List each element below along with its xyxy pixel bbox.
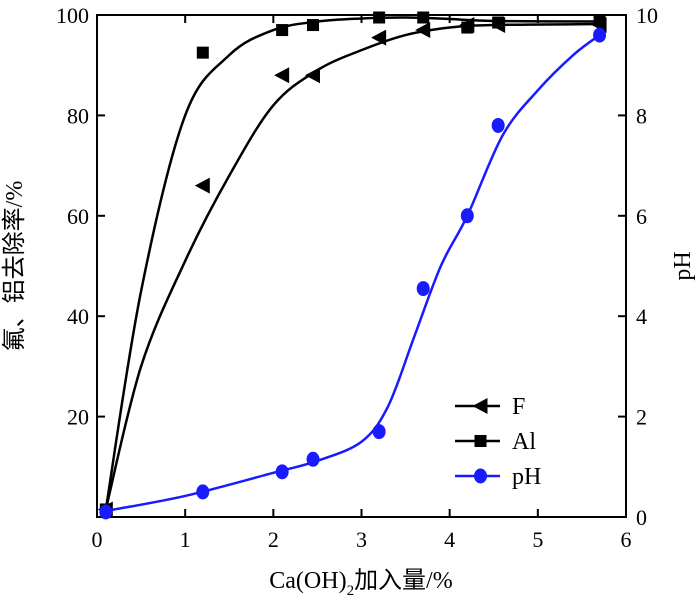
y-left-tick-label: 20 [67, 405, 89, 430]
series-ph-point [372, 424, 386, 440]
x-axis-title: Ca(OH)2加入量/% [269, 567, 452, 599]
x-axis-title-main: Ca(OH) [269, 568, 346, 594]
series-al-point [196, 46, 209, 59]
legend-marker [474, 435, 487, 447]
series-ph-point [99, 504, 113, 520]
x-tick-label: 0 [92, 527, 103, 552]
series-ph-point [416, 281, 430, 297]
x-tick-label: 1 [180, 527, 191, 552]
x-tick-label: 6 [621, 527, 632, 552]
series-ph-point [460, 208, 474, 224]
x-axis-title-tail: 加入量/% [354, 567, 453, 594]
series-ph-point [491, 117, 505, 133]
y-right-tick-label: 2 [636, 405, 647, 430]
x-tick-label: 2 [268, 527, 279, 552]
legend: F Al pH [455, 394, 541, 490]
y-left-tick-label: 60 [67, 204, 89, 229]
series-al-point [593, 14, 606, 27]
series-ph-point [196, 484, 210, 500]
x-tick-label: 3 [356, 527, 367, 552]
series-f-point [415, 22, 431, 39]
y-left-tick-label: 100 [56, 3, 89, 28]
legend-marker [472, 398, 488, 414]
y-right-axis-ticks: 0 2 4 6 8 10 [618, 3, 658, 530]
legend-label: F [512, 394, 525, 420]
series-al-point [307, 19, 320, 32]
x-tick-label: 5 [532, 527, 543, 552]
series-f-point [194, 177, 210, 194]
series-f-point [305, 67, 321, 84]
y-right-tick-label: 0 [636, 505, 647, 530]
legend-item-f: F [455, 394, 525, 420]
x-axis-title-subscript: 2 [347, 583, 355, 599]
legend-item-ph: pH [455, 464, 541, 490]
y-right-axis-title: pH [670, 251, 696, 280]
series-f-point [274, 67, 290, 84]
series-ph-point [306, 451, 320, 467]
series-al-point [276, 24, 289, 37]
y-right-tick-label: 4 [636, 304, 647, 329]
legend-label: Al [512, 429, 536, 455]
series-al-point [461, 21, 474, 34]
y-right-tick-label: 8 [636, 103, 647, 128]
series-layer [97, 11, 607, 520]
series-al-line [104, 16, 600, 510]
series-al-point [492, 16, 505, 29]
series-al-point [373, 11, 386, 24]
legend-item-al: Al [455, 429, 536, 455]
series-f-point [371, 29, 387, 46]
y-left-axis-title: 氟、铝去除率/% [1, 181, 28, 352]
y-left-tick-label: 40 [67, 304, 89, 329]
x-axis-ticks: 0 1 2 3 4 5 6 [92, 15, 632, 552]
y-left-axis-ticks: 20 40 60 80 100 [56, 3, 105, 430]
y-left-tick-label: 80 [67, 103, 89, 128]
legend-marker [474, 468, 487, 484]
series-ph [99, 27, 607, 520]
legend-label: pH [512, 464, 541, 490]
series-ph-point [275, 464, 289, 480]
x-tick-label: 4 [444, 527, 455, 552]
series-ph-line [105, 34, 601, 513]
y-right-tick-label: 10 [636, 3, 658, 28]
series-al-point [417, 11, 430, 24]
y-right-tick-label: 6 [636, 204, 647, 229]
series-ph-point [593, 27, 607, 43]
